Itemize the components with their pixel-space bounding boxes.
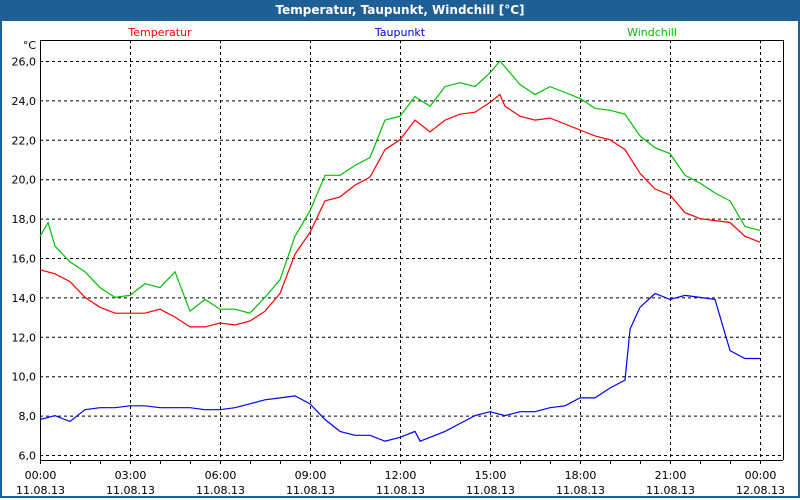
series-line-windchill bbox=[39, 60, 761, 314]
y-tick-label: 8,0 bbox=[19, 410, 37, 423]
window-title: Temperatur, Taupunkt, Windchill [°C] bbox=[0, 0, 800, 21]
x-tick-date: 11.08.13 bbox=[466, 484, 515, 497]
x-tick-date: 11.08.13 bbox=[196, 484, 245, 497]
x-tick-date: 11.08.13 bbox=[106, 484, 155, 497]
y-tick-label: 10,0 bbox=[12, 371, 37, 384]
series-line-taupunkt bbox=[39, 292, 760, 442]
x-tick-time: 15:00 bbox=[475, 469, 507, 482]
x-tick-time: 18:00 bbox=[565, 469, 597, 482]
series-line-temperatur bbox=[39, 93, 761, 328]
x-tick-time: 21:00 bbox=[655, 469, 687, 482]
y-axis-unit: °C bbox=[23, 39, 37, 52]
plot-area bbox=[40, 40, 783, 460]
legend-windchill: Windchill bbox=[627, 26, 677, 39]
y-tick-label: 26,0 bbox=[12, 56, 37, 69]
x-tick-date: 12.08.13 bbox=[736, 484, 785, 497]
y-tick-label: 16,0 bbox=[12, 253, 37, 266]
y-tick-label: 22,0 bbox=[12, 134, 37, 147]
legend-temperatur: Temperatur bbox=[127, 26, 192, 39]
x-tick-time: 06:00 bbox=[205, 469, 237, 482]
x-tick-date: 11.08.13 bbox=[376, 484, 425, 497]
x-tick-date: 11.08.13 bbox=[646, 484, 695, 497]
y-tick-label: 12,0 bbox=[12, 331, 37, 344]
legend-taupunkt: Taupunkt bbox=[374, 26, 426, 39]
x-tick-date: 11.08.13 bbox=[556, 484, 605, 497]
x-tick-time: 00:00 bbox=[745, 469, 777, 482]
x-tick-time: 12:00 bbox=[385, 469, 417, 482]
y-tick-label: 18,0 bbox=[12, 213, 37, 226]
y-tick-label: 6,0 bbox=[19, 450, 37, 463]
x-tick-date: 11.08.13 bbox=[16, 484, 65, 497]
x-tick-time: 09:00 bbox=[295, 469, 327, 482]
x-tick-time: 03:00 bbox=[115, 469, 147, 482]
x-tick-date: 11.08.13 bbox=[286, 484, 335, 497]
y-tick-label: 14,0 bbox=[12, 292, 37, 305]
y-tick-label: 20,0 bbox=[12, 174, 37, 187]
y-tick-label: 24,0 bbox=[12, 95, 37, 108]
x-tick-time: 00:00 bbox=[25, 469, 57, 482]
